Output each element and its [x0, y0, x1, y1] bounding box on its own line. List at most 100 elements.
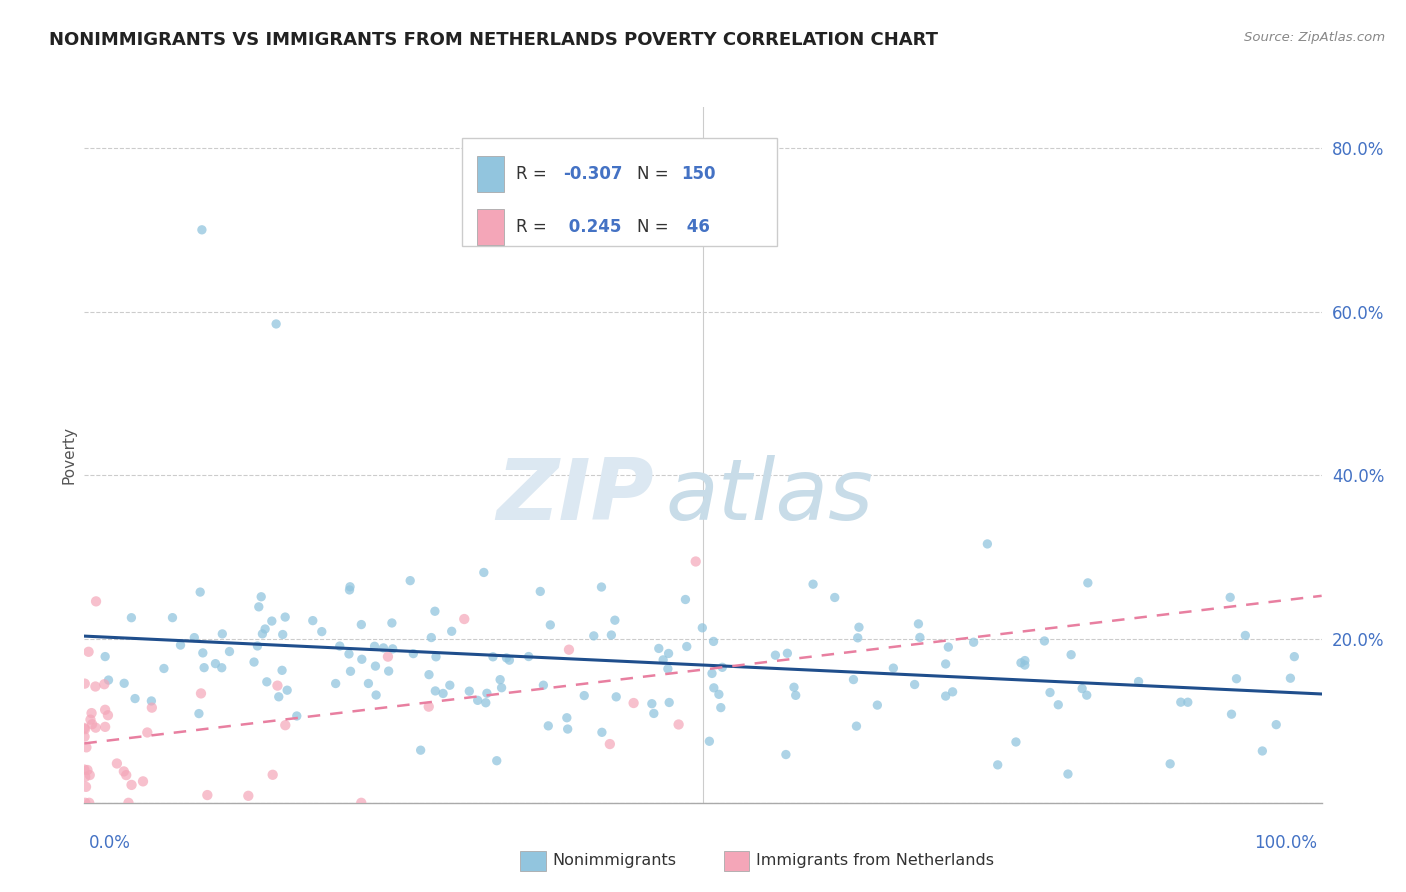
- Point: [711, 660, 734, 674]
- Point: [1170, 695, 1192, 709]
- Point: [247, 599, 270, 614]
- Text: 46: 46: [681, 218, 710, 235]
- Point: [935, 689, 957, 703]
- Point: [425, 649, 447, 664]
- Point: [339, 582, 361, 597]
- Text: NONIMMIGRANTS VS IMMIGRANTS FROM NETHERLANDS POVERTY CORRELATION CHART: NONIMMIGRANTS VS IMMIGRANTS FROM NETHERL…: [49, 31, 938, 49]
- Point: [274, 610, 297, 624]
- Point: [432, 686, 454, 700]
- Point: [1234, 628, 1257, 642]
- Point: [276, 683, 298, 698]
- Point: [599, 737, 621, 751]
- Point: [311, 624, 333, 639]
- Point: [357, 676, 380, 690]
- Point: [710, 700, 733, 714]
- Point: [643, 706, 665, 721]
- Point: [339, 580, 361, 594]
- Point: [555, 711, 578, 725]
- Point: [274, 718, 297, 732]
- Point: [1265, 717, 1288, 731]
- Point: [153, 661, 176, 675]
- Point: [169, 638, 191, 652]
- Point: [191, 223, 214, 237]
- Point: [1076, 688, 1098, 702]
- Point: [264, 317, 287, 331]
- Point: [692, 621, 714, 635]
- Point: [112, 764, 135, 779]
- Point: [73, 763, 96, 777]
- Y-axis label: Poverty: Poverty: [60, 425, 76, 484]
- Point: [605, 690, 627, 704]
- Point: [700, 666, 723, 681]
- Point: [495, 651, 517, 665]
- Point: [136, 725, 159, 739]
- Point: [366, 688, 388, 702]
- Point: [75, 770, 97, 784]
- Text: -0.307: -0.307: [564, 165, 623, 183]
- Point: [187, 706, 209, 721]
- Point: [73, 676, 96, 690]
- Point: [866, 698, 889, 712]
- Point: [591, 725, 613, 739]
- Point: [668, 717, 690, 731]
- Point: [79, 768, 101, 782]
- Point: [1047, 698, 1070, 712]
- Point: [531, 678, 554, 692]
- Point: [425, 684, 447, 698]
- Point: [246, 639, 269, 653]
- Point: [848, 620, 870, 634]
- Point: [1014, 654, 1036, 668]
- Point: [472, 566, 495, 580]
- Text: atlas: atlas: [666, 455, 875, 538]
- Point: [260, 614, 283, 628]
- Point: [364, 659, 387, 673]
- Point: [1010, 656, 1032, 670]
- Point: [1077, 575, 1099, 590]
- Point: [987, 757, 1010, 772]
- Point: [824, 591, 846, 605]
- Point: [574, 689, 596, 703]
- Point: [94, 703, 117, 717]
- Point: [132, 774, 155, 789]
- Point: [801, 577, 824, 591]
- Point: [267, 690, 290, 704]
- Point: [97, 708, 120, 723]
- Point: [211, 661, 233, 675]
- Point: [1220, 707, 1243, 722]
- Point: [250, 590, 273, 604]
- Point: [641, 697, 664, 711]
- Point: [402, 647, 425, 661]
- Point: [73, 721, 96, 735]
- Point: [458, 684, 481, 698]
- Point: [350, 652, 373, 666]
- Point: [285, 709, 308, 723]
- Point: [675, 592, 697, 607]
- Point: [418, 667, 440, 681]
- Point: [337, 647, 360, 661]
- Text: ZIP: ZIP: [496, 455, 654, 538]
- Point: [703, 681, 725, 695]
- Point: [1039, 685, 1062, 699]
- Point: [936, 640, 959, 654]
- Point: [377, 664, 399, 678]
- Point: [183, 631, 205, 645]
- Point: [350, 796, 373, 810]
- Point: [475, 686, 498, 700]
- Point: [75, 740, 97, 755]
- Point: [1128, 674, 1150, 689]
- Point: [377, 649, 399, 664]
- Text: Nonimmigrants: Nonimmigrants: [553, 854, 676, 868]
- Point: [439, 678, 461, 692]
- Point: [498, 653, 520, 667]
- Point: [657, 662, 679, 676]
- Point: [77, 796, 100, 810]
- Point: [373, 640, 395, 655]
- Point: [907, 616, 929, 631]
- Text: N =: N =: [637, 165, 675, 183]
- Point: [94, 720, 117, 734]
- Point: [652, 653, 675, 667]
- Point: [485, 754, 508, 768]
- Point: [908, 631, 931, 645]
- Point: [558, 642, 581, 657]
- Point: [699, 734, 721, 748]
